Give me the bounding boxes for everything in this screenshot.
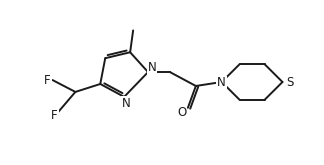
Text: S: S xyxy=(286,77,293,89)
Text: O: O xyxy=(177,106,187,119)
Text: N: N xyxy=(122,97,131,110)
Text: N: N xyxy=(148,61,156,74)
Text: F: F xyxy=(51,109,58,122)
Text: F: F xyxy=(44,74,51,86)
Text: N: N xyxy=(217,77,226,89)
